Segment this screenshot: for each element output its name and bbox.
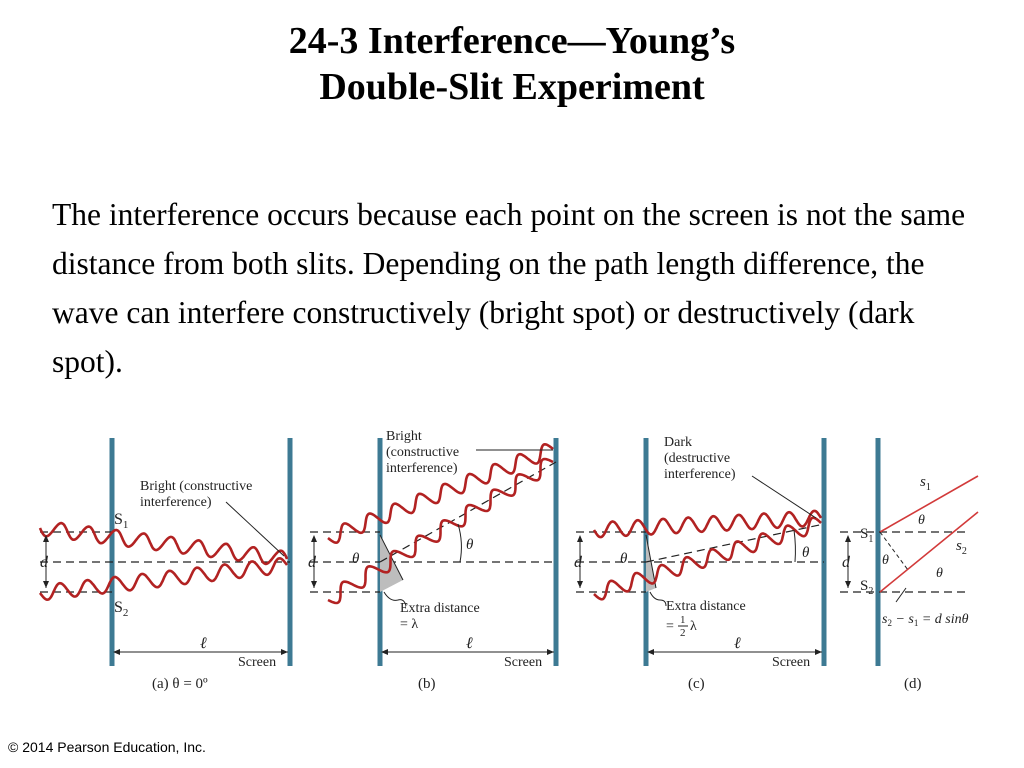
s2-label: S2 xyxy=(114,599,128,619)
slide-title: 24-3 Interference—Young’s Double-Slit Ex… xyxy=(0,18,1024,110)
extra-distance-line-1: Extra distance xyxy=(666,599,746,614)
leader-line xyxy=(751,475,817,519)
wave-2 xyxy=(38,556,289,602)
ray-s1 xyxy=(879,475,979,533)
angle-dashed-line xyxy=(379,461,557,563)
extra-distance-line-1: Extra distance xyxy=(400,601,480,616)
theta-label-left: θ xyxy=(620,551,628,567)
panel-c: d θ θ Dark (destructive interference) Ex… xyxy=(574,435,827,692)
panel-d: d s1 s2 θ θ θ S1 S2 s2 − s1 = d sinθ (d) xyxy=(840,438,979,692)
slit1-label: S1 xyxy=(860,526,873,545)
caption-b: (b) xyxy=(418,676,436,692)
fraction-denominator: 2 xyxy=(680,627,686,639)
brace xyxy=(649,591,667,607)
ell-label: ℓ xyxy=(734,635,741,652)
ray-s2 xyxy=(879,511,979,593)
theta-upper: θ xyxy=(918,513,925,528)
theta-label-left: θ xyxy=(352,551,360,567)
wave-1 xyxy=(38,521,289,566)
screen-label: Screen xyxy=(504,655,542,670)
panel-b: d θ θ Bright (constructive interference)… xyxy=(308,429,559,692)
perpendicular-line xyxy=(645,534,657,589)
bright-label-line-1: Bright xyxy=(386,429,422,444)
perpendicular-line xyxy=(879,531,909,571)
theta-lower: θ xyxy=(936,566,943,581)
bright-label-line-2: (constructive xyxy=(386,445,459,460)
dark-label-line-2: (destructive xyxy=(664,451,730,466)
bright-label-line-2: interference) xyxy=(140,495,212,510)
figure-svg: d S1 S2 Bright (constructive interferenc… xyxy=(38,429,979,692)
d-label: d xyxy=(308,554,317,571)
wave-1 xyxy=(592,509,823,539)
extra-distance-line-2: = λ xyxy=(400,617,418,632)
path-diff-line xyxy=(895,587,907,603)
ray-s2-label: s2 xyxy=(956,538,967,557)
angle-arc xyxy=(457,523,462,563)
d-label: d xyxy=(574,554,583,571)
ell-label: ℓ xyxy=(466,635,473,652)
theta-middle: θ xyxy=(882,553,889,568)
fraction-numerator: 1 xyxy=(680,614,686,626)
ray-s1-label: s1 xyxy=(920,474,931,493)
bright-label-line-1: Bright (constructive xyxy=(140,479,252,494)
d-label: d xyxy=(40,554,49,571)
title-line-2: Double-Slit Experiment xyxy=(319,66,705,108)
dark-label-line-3: interference) xyxy=(664,467,736,482)
wave-2 xyxy=(593,516,822,601)
copyright-footer: © 2014 Pearson Education, Inc. xyxy=(8,739,206,755)
theta-label-right: θ xyxy=(802,545,810,561)
s1-label: S1 xyxy=(114,511,128,531)
double-slit-figure: d S1 S2 Bright (constructive interferenc… xyxy=(0,420,1024,710)
d-label: d xyxy=(842,554,851,571)
wave-1 xyxy=(327,442,554,545)
caption-c: (c) xyxy=(688,676,705,692)
body-paragraph: The interference occurs because each poi… xyxy=(52,197,966,379)
slit2-label: S2 xyxy=(860,578,873,597)
ell-label: ℓ xyxy=(200,635,207,652)
brace xyxy=(383,591,407,607)
wave-2 xyxy=(327,457,554,605)
panel-a: d S1 S2 Bright (constructive interferenc… xyxy=(38,438,293,692)
screen-label: Screen xyxy=(238,655,276,670)
theta-label-right: θ xyxy=(466,537,474,553)
extra-distance-lambda: λ xyxy=(690,619,697,634)
caption-d: (d) xyxy=(904,676,922,692)
dark-label-line-1: Dark xyxy=(664,435,692,450)
extra-distance-eq: = xyxy=(666,619,674,634)
angle-arc xyxy=(793,529,796,563)
path-diff-equation: s2 − s1 = d sinθ xyxy=(882,612,969,628)
caption-a: (a) θ = 0º xyxy=(152,676,208,692)
screen-label: Screen xyxy=(772,655,810,670)
title-line-1: 24-3 Interference—Young’s xyxy=(288,20,736,62)
leader-line xyxy=(225,501,285,557)
bright-label-line-3: interference) xyxy=(386,461,458,476)
